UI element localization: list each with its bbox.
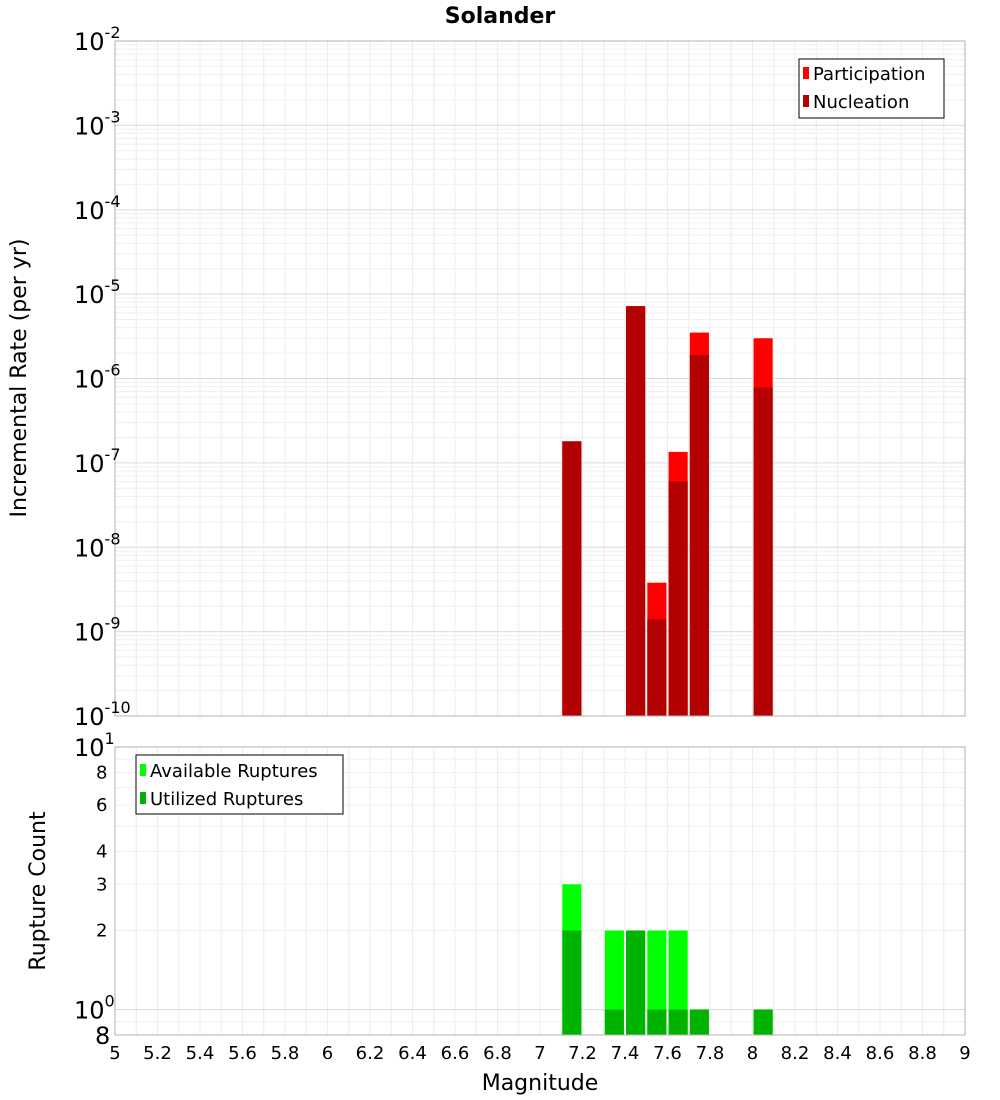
x-tick-label: 6.4 <box>398 1043 427 1064</box>
bar-utilized-ruptures-7.55 <box>647 1009 667 1035</box>
bottom-y-tick-label: 4 <box>96 841 107 862</box>
bottom-y-tick-label: 6 <box>96 795 107 816</box>
x-tick-label: 8.4 <box>823 1043 852 1064</box>
bar-nucleation-7.65 <box>668 481 688 716</box>
bar-nucleation-7.55 <box>647 619 667 716</box>
legend-swatch-nucleation <box>803 95 809 107</box>
bar-utilized-ruptures-7.75 <box>689 1009 709 1035</box>
top-y-tick-labels: 10-10 10-9 10-8 10-7 10-6 10-5 10-4 10-3 10-2 <box>74 23 131 731</box>
x-tick-label: 5.8 <box>271 1043 300 1064</box>
x-tick-label: 9 <box>959 1043 970 1064</box>
x-tick-label: 5 <box>109 1043 120 1064</box>
x-tick-label: 7.6 <box>653 1043 682 1064</box>
bottom-y-decade-label: 100 <box>74 992 115 1025</box>
bar-nucleation-7.15 <box>562 441 582 716</box>
x-tick-label: 7.4 <box>611 1043 640 1064</box>
bottom-y-tick-label: 3 <box>96 874 107 895</box>
bar-available-ruptures-7.55 <box>647 930 667 1035</box>
bar-utilized-ruptures-7.45 <box>626 930 646 1035</box>
bar-utilized-ruptures-7.65 <box>668 1009 688 1035</box>
x-axis-label: Magnitude <box>482 1071 599 1096</box>
top-y-tick-label: 10-7 <box>74 445 121 478</box>
bottom-legend-box <box>135 754 344 815</box>
bar-utilized-ruptures-7.35 <box>604 1009 624 1035</box>
x-tick-label: 5.4 <box>186 1043 215 1064</box>
bar-nucleation-7.45 <box>626 306 646 716</box>
bottom-y-tick-label: 8 <box>96 762 107 783</box>
top-y-tick-label: 10-5 <box>74 276 121 309</box>
legend-label-nucleation: Nucleation <box>813 92 909 113</box>
top-y-tick-label: 10-4 <box>74 192 121 225</box>
bottom-y-decade-label: 101 <box>74 729 115 762</box>
x-tick-labels: 5 5.2 5.4 5.6 5.8 6 6.2 6.4 6.6 6.8 7 7.2 7.4 7.6 7.8 8… <box>109 1043 970 1064</box>
bottom-plot-frame <box>114 746 966 1036</box>
bottom-legend: Available Ruptures Utilized Ruptures <box>135 754 344 815</box>
bar-nucleation-7.75 <box>689 354 709 716</box>
x-tick-label: 8.2 <box>781 1043 810 1064</box>
top-bars <box>562 306 773 716</box>
x-tick-label: 6.6 <box>441 1043 470 1064</box>
x-tick-label: 5.2 <box>143 1043 172 1064</box>
bar-available-ruptures-7.35 <box>604 930 624 1035</box>
bottom-y-tick-label: 2 <box>96 921 107 942</box>
top-y-tick-label: 10-6 <box>74 361 121 394</box>
top-y-tick-label: 10-9 <box>74 614 121 647</box>
bottom-y-tick-label: 8 <box>95 1022 110 1050</box>
bottom-y-axis-label: Rupture Count <box>26 811 51 971</box>
top-plot-frame <box>114 40 966 717</box>
x-tick-label: 6.2 <box>356 1043 385 1064</box>
x-tick-label: 8.6 <box>866 1043 895 1064</box>
legend-swatch-available <box>140 764 146 776</box>
top-plot: 10-10 10-9 10-8 10-7 10-6 10-5 10-4 10-3 10-2 In… <box>7 23 966 731</box>
x-tick-label: 7.2 <box>568 1043 597 1064</box>
bar-available-ruptures-7.65 <box>668 930 688 1035</box>
legend-label-utilized: Utilized Ruptures <box>150 789 303 810</box>
top-legend-box <box>798 58 945 119</box>
top-y-tick-label: 10-2 <box>74 23 121 56</box>
top-y-tick-label: 10-3 <box>74 107 121 140</box>
x-tick-label: 6 <box>322 1043 333 1064</box>
x-tick-label: 7 <box>534 1043 545 1064</box>
top-y-axis-label: Incremental Rate (per yr) <box>7 239 32 518</box>
top-y-tick-label: 10-8 <box>74 529 121 562</box>
x-tick-label: 5.6 <box>228 1043 257 1064</box>
x-tick-label: 7.8 <box>696 1043 725 1064</box>
top-gridlines <box>115 41 966 716</box>
chart-title: Solander <box>445 4 556 29</box>
bar-utilized-ruptures-8.05 <box>753 1009 773 1035</box>
top-legend: Participation Nucleation <box>798 58 945 119</box>
x-tick-label: 6.8 <box>483 1043 512 1064</box>
bar-nucleation-8.05 <box>753 387 773 716</box>
bar-utilized-ruptures-7.15 <box>562 930 582 1035</box>
x-tick-label: 8 <box>747 1043 758 1064</box>
top-y-tick-label: 10-10 <box>74 698 131 731</box>
legend-label-available: Available Ruptures <box>150 761 318 782</box>
x-tick-label: 8.8 <box>908 1043 937 1064</box>
legend-label-participation: Participation <box>813 64 925 85</box>
legend-swatch-participation <box>803 67 809 79</box>
legend-swatch-utilized <box>140 792 146 804</box>
bottom-bars <box>562 884 773 1035</box>
